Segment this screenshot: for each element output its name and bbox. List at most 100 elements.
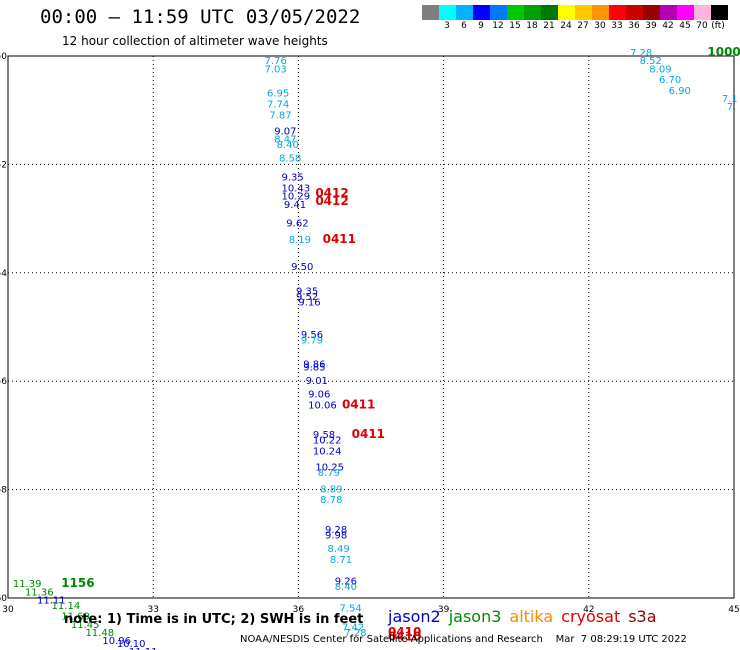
color-swatch bbox=[507, 5, 524, 20]
wave-height-value: 8.78 bbox=[320, 495, 342, 506]
time-tag: 0412 bbox=[315, 186, 348, 200]
wave-height-value: 9.16 bbox=[298, 297, 320, 308]
color-scale-label: 12 bbox=[492, 21, 504, 31]
color-swatch bbox=[609, 5, 626, 20]
wave-height-value: 10.25 bbox=[315, 463, 344, 474]
color-scale-label: 36 bbox=[628, 21, 640, 31]
satellite-legend: jason2 jason3 altika cryosat s3a bbox=[388, 607, 665, 626]
wave-height-value: 9.79 bbox=[301, 335, 323, 346]
wave-height-value: 6.95 bbox=[267, 89, 289, 100]
x-tick-label: 33 bbox=[147, 605, 158, 615]
color-swatch bbox=[422, 5, 439, 20]
wave-height-value: 11.36 bbox=[25, 587, 54, 598]
wave-height-value: 7.1 bbox=[722, 94, 738, 105]
wave-height-value: 9.52 bbox=[296, 292, 318, 303]
color-scale-label: 6 bbox=[461, 21, 467, 31]
color-scale-label: 42 bbox=[662, 21, 674, 31]
wave-height-value: 7.74 bbox=[267, 99, 289, 110]
wave-height-value: 9.01 bbox=[306, 376, 328, 387]
wave-height-value: 9.85 bbox=[303, 362, 325, 373]
wave-height-value: 8.40 bbox=[335, 582, 357, 593]
wave-height-value: 9.58 bbox=[313, 430, 335, 441]
wave-height-value: 10.96 bbox=[102, 636, 131, 647]
legend-item-jason3: jason3 bbox=[448, 607, 502, 626]
wave-height-value: 10.24 bbox=[313, 446, 342, 457]
color-scale-bar bbox=[422, 5, 728, 21]
wave-height-value: 8.79 bbox=[318, 468, 340, 479]
y-tick-label: -54 bbox=[0, 269, 7, 279]
wave-height-value: 9.28 bbox=[325, 525, 347, 536]
color-scale-label: 27 bbox=[577, 21, 589, 31]
map-grid bbox=[8, 56, 734, 598]
time-tag: 0411 bbox=[352, 427, 385, 441]
time-tag: 0412 bbox=[315, 194, 348, 208]
y-tick-label: -56 bbox=[0, 377, 7, 387]
color-scale-label: 9 bbox=[478, 21, 484, 31]
color-scale-label: 39 bbox=[645, 21, 657, 31]
wave-height-value: 7.42 bbox=[342, 623, 364, 634]
wave-height-value: 7.54 bbox=[340, 604, 362, 615]
legend-item-jason2: jason2 bbox=[388, 607, 441, 626]
plot-border bbox=[7, 55, 735, 599]
color-scale-label: 15 bbox=[509, 21, 521, 31]
color-swatch bbox=[626, 5, 643, 20]
map-title: 00:00 – 11:59 UTC 03/05/2022 bbox=[40, 6, 361, 28]
color-swatch bbox=[575, 5, 592, 20]
color-swatch bbox=[541, 5, 558, 20]
wave-height-value: 8.40 bbox=[277, 140, 299, 151]
wave-height-value: 11.48 bbox=[85, 628, 114, 639]
wave-height-value: 10.29 bbox=[281, 192, 310, 203]
credit-footer: NOAA/NESDIS Center for Satellite Applica… bbox=[240, 634, 687, 645]
color-scale-label: 45 bbox=[679, 21, 691, 31]
color-swatch bbox=[677, 5, 694, 20]
color-scale-unit: (ft) bbox=[711, 21, 725, 31]
wave-height-value: 11.14 bbox=[52, 601, 81, 612]
wave-height-value: 8.58 bbox=[279, 154, 301, 165]
units-note: note: 1) Time is in UTC; 2) SWH is in fe… bbox=[64, 612, 364, 627]
wave-height-value: 9.07 bbox=[274, 127, 296, 138]
time-tag: 0410 bbox=[388, 625, 421, 639]
x-tick-label: 39 bbox=[438, 605, 450, 615]
wave-height-value: 9.35 bbox=[281, 173, 303, 184]
y-tick-label: -58 bbox=[0, 486, 7, 496]
map-frame bbox=[7, 55, 735, 599]
time-tag: 0411 bbox=[342, 397, 375, 411]
wave-height-value: 10.22 bbox=[313, 436, 342, 447]
wave-height-value: 8.49 bbox=[327, 544, 349, 555]
color-swatch bbox=[694, 5, 711, 20]
color-scale-label: 24 bbox=[560, 21, 572, 31]
x-tick-label: 45 bbox=[728, 605, 739, 615]
wave-height-value: 9.06 bbox=[308, 389, 330, 400]
wave-height-value: 11.39 bbox=[13, 579, 42, 590]
color-scale-label: 30 bbox=[594, 21, 606, 31]
wave-height-value: 8.47 bbox=[274, 135, 296, 146]
map-subtitle: 12 hour collection of altimeter wave hei… bbox=[62, 34, 328, 48]
wave-height-value: 8.89 bbox=[320, 484, 342, 495]
color-swatch bbox=[473, 5, 490, 20]
color-swatch bbox=[660, 5, 677, 20]
wave-height-value: 11.11 bbox=[37, 595, 66, 606]
time-tag: 1156 bbox=[61, 576, 94, 590]
color-swatch bbox=[643, 5, 660, 20]
color-scale-label: 33 bbox=[611, 21, 623, 31]
color-scale-label: 3 bbox=[444, 21, 450, 31]
color-scale-label: 18 bbox=[526, 21, 538, 31]
legend-item-altika: altika bbox=[509, 607, 554, 626]
wave-height-value: 7.76 bbox=[265, 56, 287, 67]
color-swatch bbox=[592, 5, 609, 20]
wave-height-value: 7.28 bbox=[630, 48, 652, 59]
wave-height-value: 11.45 bbox=[71, 620, 100, 631]
time-tag: 0410 bbox=[388, 629, 421, 643]
wave-height-value: 10.10 bbox=[117, 639, 146, 650]
wave-height-value: 10.43 bbox=[281, 184, 310, 195]
wave-height-value: 11.11 bbox=[129, 647, 158, 650]
y-tick-label: -52 bbox=[0, 160, 7, 170]
color-swatch bbox=[711, 5, 728, 20]
color-swatch bbox=[558, 5, 575, 20]
wave-height-value: 8.09 bbox=[649, 64, 671, 75]
color-scale-label: 21 bbox=[543, 21, 555, 31]
wave-height-value: 6.70 bbox=[659, 75, 681, 86]
wave-height-value: 9.62 bbox=[286, 219, 308, 230]
